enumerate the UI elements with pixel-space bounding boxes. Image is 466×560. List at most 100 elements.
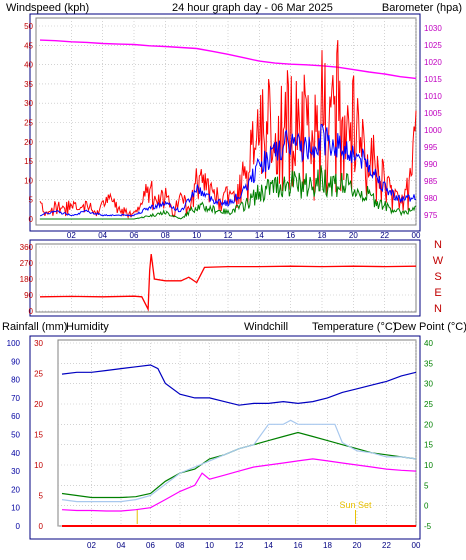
series-wind-average [39,123,416,217]
wind-speed-tick-label: 50 [24,22,33,31]
time-tick-label: 16 [294,541,303,550]
humidity-tick-label: 50 [11,431,20,440]
humidity-tick-label: 90 [11,357,20,366]
temperature-tick-label: 35 [424,359,433,368]
panel-1-series [39,39,417,220]
direction-tick-label: 360 [20,243,34,252]
wind-speed-tick-label: 25 [24,119,33,128]
chart-title: 24 hour graph day - 06 Mar 2025 [172,2,333,14]
rainfall-tick-label: 15 [34,431,43,440]
time-tick-label: 18 [323,541,332,550]
wind-speed-tick-label: 15 [24,157,33,166]
rainfall-axis-title: Rainfall (mm) [2,321,67,333]
time-tick-label: 00 [412,541,421,550]
compass-label: S [434,271,441,283]
time-tick-label: 04 [98,231,107,240]
barometer-tick-label: 1025 [424,41,442,50]
panel-3-series [61,364,417,527]
panel-1-plot-border [35,17,417,226]
direction-tick-label: 0 [29,307,34,316]
panel-2-frame [29,239,421,317]
humidity-tick-label: 70 [11,394,20,403]
series-wind-direction [39,254,417,312]
humidity-tick-label: 40 [11,449,20,458]
compass-label: N [434,303,442,315]
temperature-tick-label: 30 [424,380,433,389]
humidity-tick-label: 100 [7,339,21,348]
rainfall-tick-label: 0 [39,522,44,531]
time-tick-label: 12 [224,231,233,240]
series-humidity [61,364,417,406]
direction-tick-label: 90 [24,291,33,300]
time-tick-label: 10 [205,541,214,550]
rainfall-tick-label: 30 [34,339,43,348]
wind-speed-tick-label: 35 [24,80,33,89]
wind-speed-axis: 0 5 10 15 20 25 30 35 40 45 50 [24,22,33,224]
panel-2-grid [36,244,416,312]
rainfall-axis: 0 5 10 15 20 25 30 [34,339,43,531]
barometer-tick-label: 1020 [424,58,442,67]
temperature-tick-label: 5 [424,481,429,490]
humidity-tick-label: 20 [11,485,20,494]
temperature-tick-label: 25 [424,400,433,409]
wind-speed-tick-label: 20 [24,138,33,147]
time-tick-label: 20 [353,541,362,550]
temperature-axis-title: Temperature (°C) [312,321,396,333]
series-wind-lull [40,165,417,220]
barometer-tick-label: 1005 [424,109,442,118]
time-tick-label: 10 [192,231,201,240]
barometer-tick-label: 985 [424,177,438,186]
time-tick-label: 14 [264,541,273,550]
wind-speed-tick-label: 30 [24,99,33,108]
humidity-tick-label: 60 [11,412,20,421]
compass-label: W [433,255,444,267]
humidity-axis: 0 10 20 30 40 50 60 70 80 90 100 [7,339,21,531]
rainfall-tick-label: 5 [39,492,44,501]
wind-speed-axis-title: Windspeed (kph) [6,2,89,14]
barometer-tick-label: 1010 [424,92,442,101]
temperature-tick-label: 10 [424,461,433,470]
time-tick-label: 08 [161,231,170,240]
time-tick-label: 06 [146,541,155,550]
time-tick-label: 22 [382,541,391,550]
time-tick-label: 00 [412,231,421,240]
rainfall-tick-label: 10 [34,461,43,470]
barometer-tick-label: 995 [424,143,438,152]
panel-2-series [39,254,417,312]
temperature-tick-label: -5 [424,522,432,531]
temperature-tick-label: 0 [424,502,429,511]
sun-set-annotation: Sun Set [340,500,373,510]
barometer-tick-label: 980 [424,194,438,203]
panel-3-frame [29,335,421,540]
barometer-tick-label: 1015 [424,75,442,84]
time-tick-label: 12 [235,541,244,550]
time-tick-label: 06 [130,231,139,240]
barometer-axis-title: Barometer (hpa) [382,2,462,14]
panel-1-grid [36,18,417,225]
wind-speed-tick-label: 5 [29,196,34,205]
compass-label: N [434,239,442,251]
temperature-tick-label: 20 [424,420,433,429]
rainfall-tick-label: 25 [34,370,43,379]
time-tick-label: 18 [318,231,327,240]
series-windchill [61,419,417,503]
series-dewpoint [61,458,417,512]
humidity-tick-label: 30 [11,467,20,476]
humidity-tick-label: 0 [16,522,21,531]
wind-speed-tick-label: 45 [24,41,33,50]
wind-speed-tick-label: 40 [24,61,33,70]
panel-1-frame [29,13,421,232]
windchill-axis-title: Windchill [244,321,288,333]
time-tick-label: 16 [286,231,295,240]
compass-label: E [434,287,441,299]
daylight-markers [136,510,357,524]
time-tick-label: 04 [117,541,126,550]
panel-2-plot-border [35,243,417,313]
time-tick-label: 08 [176,541,185,550]
direction-tick-label: 180 [20,275,34,284]
time-tick-label: 02 [67,231,76,240]
panel-3-time-axis: 02 04 06 08 10 12 14 16 18 20 22 00 [87,541,421,550]
dew-point-axis-title: Dew Point (°C) [394,321,466,333]
